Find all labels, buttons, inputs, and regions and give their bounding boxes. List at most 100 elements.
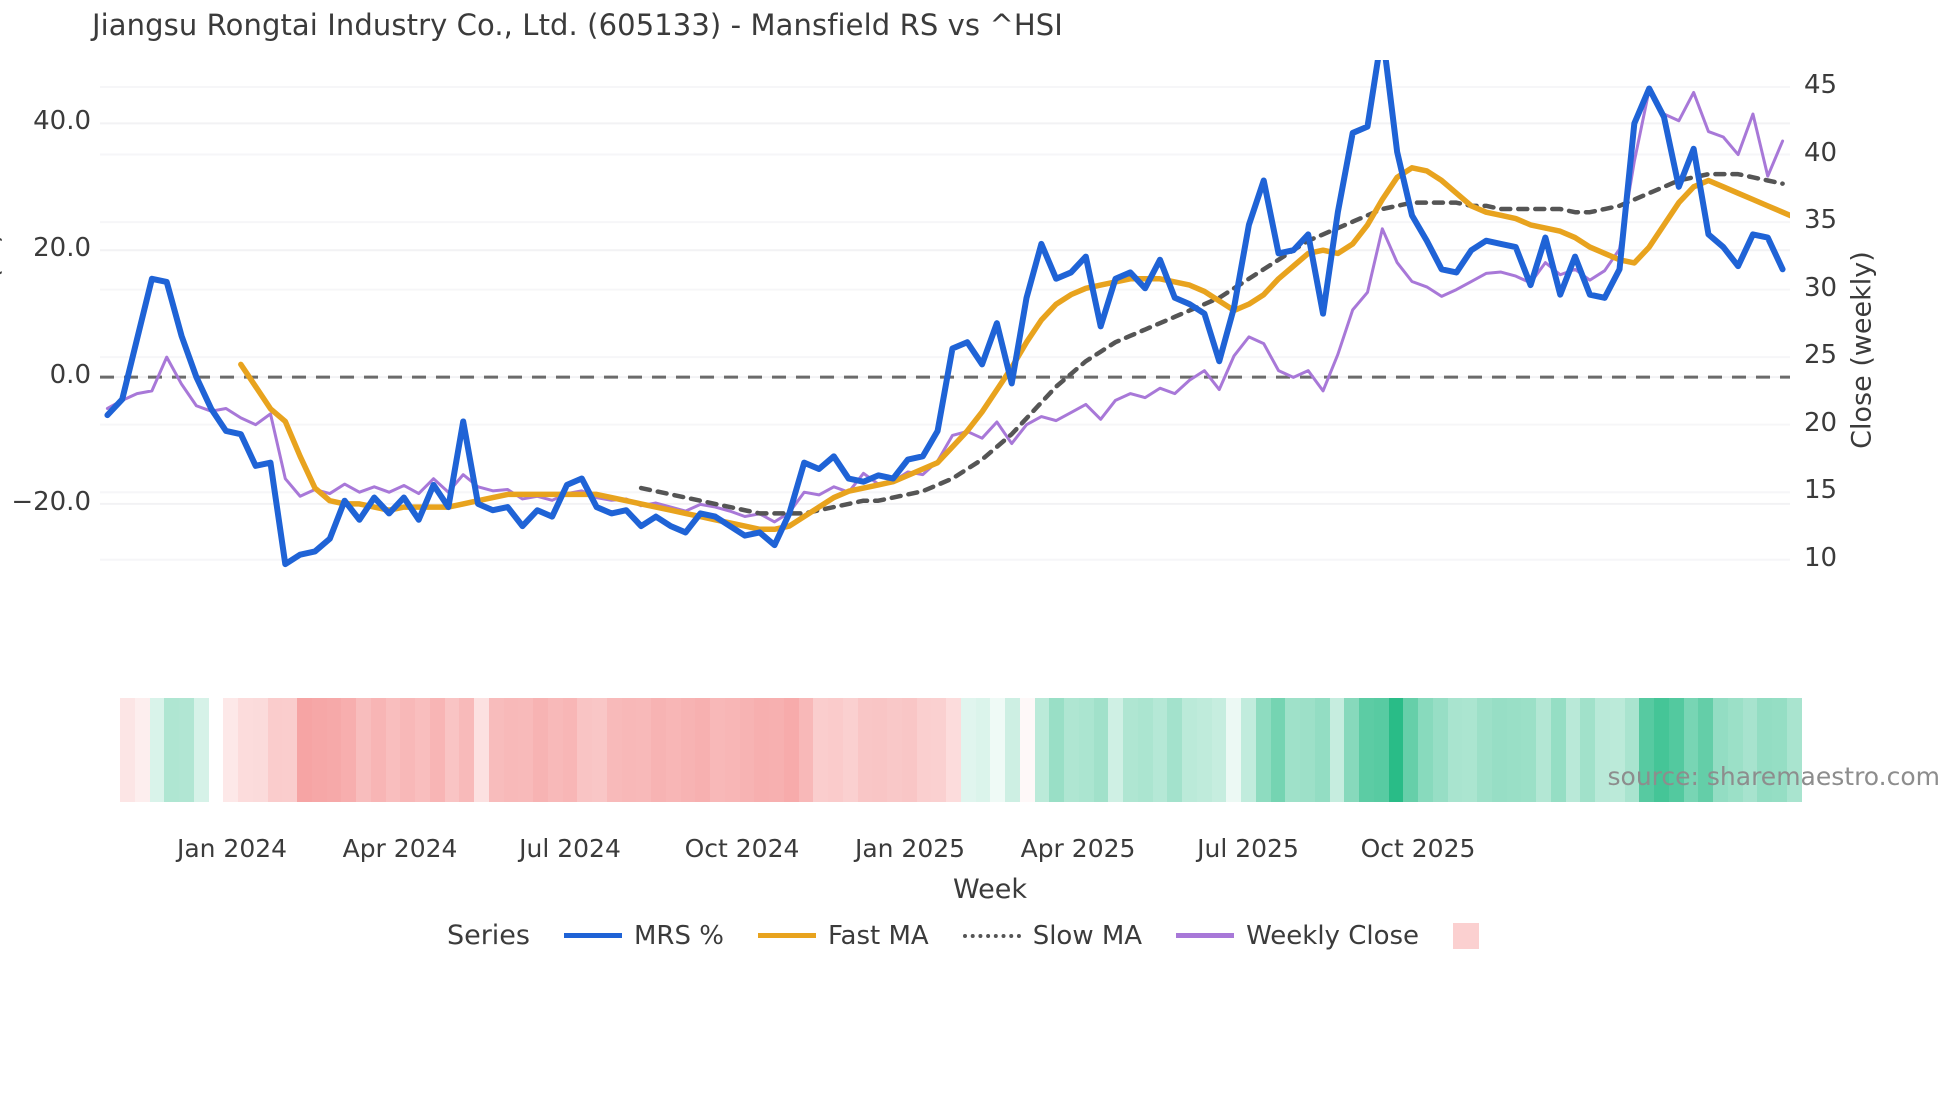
heatmap-cell bbox=[1683, 698, 1699, 802]
x-axis-tick: Apr 2025 bbox=[1020, 834, 1136, 863]
heatmap-cell bbox=[621, 698, 637, 802]
heatmap-cell bbox=[503, 698, 519, 802]
heatmap-cell bbox=[1359, 698, 1374, 802]
mrs-regime-heatmap-strip bbox=[120, 698, 1802, 802]
y-axis-right-tick: 20 bbox=[1804, 407, 1838, 438]
heatmap-cell bbox=[1123, 698, 1138, 802]
y-axis-left-tick: 40.0 bbox=[33, 106, 91, 137]
x-axis-label: Week bbox=[953, 874, 1027, 905]
heatmap-cell bbox=[872, 698, 887, 802]
heatmap-cell bbox=[1727, 698, 1743, 802]
heatmap-cell bbox=[1108, 698, 1123, 802]
heatmap-cell bbox=[400, 698, 415, 802]
heatmap-cell bbox=[1506, 698, 1522, 802]
y-axis-right-tick: 15 bbox=[1804, 475, 1838, 506]
heatmap-cell bbox=[488, 698, 504, 802]
heatmap-cell bbox=[223, 698, 238, 802]
x-axis-tick: Jan 2025 bbox=[854, 834, 966, 863]
x-axis-tick: Apr 2024 bbox=[342, 834, 458, 863]
heatmap-cell bbox=[857, 698, 873, 802]
heatmap-cell bbox=[1786, 698, 1802, 802]
legend-swatch-box-icon bbox=[1453, 922, 1480, 949]
heatmap-cell bbox=[1285, 698, 1300, 802]
heatmap-cell bbox=[1167, 698, 1182, 802]
page-title: Jiangsu Rongtai Industry Co., Ltd. (6051… bbox=[92, 8, 1063, 42]
heatmap-cell bbox=[636, 698, 651, 802]
heatmap-cell bbox=[238, 698, 253, 802]
y-axis-left-tick: 0.0 bbox=[49, 360, 91, 391]
x-axis-tick: Jan 2024 bbox=[176, 834, 288, 863]
heatmap-cell bbox=[533, 698, 548, 802]
heatmap-cell bbox=[1639, 698, 1654, 802]
heatmap-cell bbox=[931, 698, 946, 802]
heatmap-cell bbox=[1064, 698, 1079, 802]
heatmap-cell bbox=[1388, 698, 1404, 802]
heatmap-cell bbox=[1314, 698, 1330, 802]
heatmap-cell bbox=[1049, 698, 1064, 802]
legend-item-label: Weekly Close bbox=[1246, 920, 1420, 951]
legend-swatch-dotted-icon bbox=[962, 933, 1021, 938]
heatmap-cell bbox=[1211, 698, 1227, 802]
y-axis-left-tick: 20.0 bbox=[33, 233, 91, 264]
heatmap-cell bbox=[208, 698, 224, 802]
heatmap-cell bbox=[1757, 698, 1772, 802]
heatmap-cell bbox=[120, 698, 135, 802]
source-watermark: source: sharemaestro.com bbox=[1607, 762, 1941, 791]
heatmap-cell bbox=[960, 698, 976, 802]
heatmap-cell bbox=[179, 698, 194, 802]
heatmap-cell bbox=[975, 698, 991, 802]
heatmap-cell bbox=[1742, 698, 1758, 802]
heatmap-cell bbox=[1550, 698, 1566, 802]
y-axis-right-tick: 45 bbox=[1804, 70, 1838, 100]
legend-item[interactable] bbox=[1453, 922, 1480, 949]
heatmap-cell bbox=[1137, 698, 1153, 802]
legend-swatch-line-icon bbox=[1176, 933, 1235, 938]
heatmap-cell bbox=[710, 698, 725, 802]
chart-legend: Series MRS % Fast MA Slow MA Weekly Close bbox=[0, 920, 1960, 951]
heatmap-cell bbox=[828, 698, 843, 802]
x-axis-tick: Oct 2025 bbox=[1360, 834, 1476, 863]
heatmap-cell bbox=[1698, 698, 1713, 802]
heatmap-cell bbox=[769, 698, 784, 802]
heatmap-cell bbox=[459, 698, 474, 802]
heatmap-cell bbox=[887, 698, 902, 802]
y-axis-right-tick: 25 bbox=[1804, 340, 1838, 371]
heatmap-cell bbox=[680, 698, 696, 802]
heatmap-cell bbox=[754, 698, 769, 802]
heatmap-cell bbox=[1462, 698, 1477, 802]
heatmap-cell bbox=[651, 698, 666, 802]
y-axis-right-tick: 30 bbox=[1804, 272, 1838, 303]
heatmap-cell bbox=[193, 698, 209, 802]
y-axis-right-tick: 40 bbox=[1804, 137, 1838, 168]
heatmap-cell bbox=[813, 698, 828, 802]
legend-item[interactable]: Fast MA bbox=[757, 920, 929, 951]
heatmap-cell bbox=[1005, 698, 1020, 802]
legend-item-label: Fast MA bbox=[827, 920, 929, 951]
heatmap-cell bbox=[1536, 698, 1551, 802]
heatmap-cell bbox=[1270, 698, 1286, 802]
series-line-weekly-close bbox=[105, 88, 1785, 524]
heatmap-cell bbox=[901, 698, 917, 802]
heatmap-cell bbox=[665, 698, 681, 802]
heatmap-cell bbox=[695, 698, 710, 802]
legend-item[interactable]: Weekly Close bbox=[1176, 921, 1419, 951]
heatmap-cell bbox=[1447, 698, 1463, 802]
heatmap-cell bbox=[577, 698, 592, 802]
heatmap-cell bbox=[1403, 698, 1418, 802]
heatmap-cell bbox=[429, 698, 445, 802]
heatmap-cell bbox=[1418, 698, 1433, 802]
heatmap-cell bbox=[739, 698, 755, 802]
heatmap-cell bbox=[1241, 698, 1256, 802]
legend-item[interactable]: MRS % bbox=[563, 921, 724, 951]
legend-swatch-line-icon bbox=[757, 933, 816, 938]
heatmap-cell bbox=[842, 698, 858, 802]
heatmap-cell bbox=[1078, 698, 1094, 802]
heatmap-cell bbox=[1034, 698, 1050, 802]
legend-item[interactable]: Slow MA bbox=[962, 921, 1142, 951]
heatmap-cell bbox=[946, 698, 961, 802]
x-axis-tick: Oct 2024 bbox=[684, 834, 800, 863]
heatmap-cell bbox=[1668, 698, 1684, 802]
heatmap-cell bbox=[1329, 698, 1345, 802]
heatmap-cell bbox=[518, 698, 533, 802]
